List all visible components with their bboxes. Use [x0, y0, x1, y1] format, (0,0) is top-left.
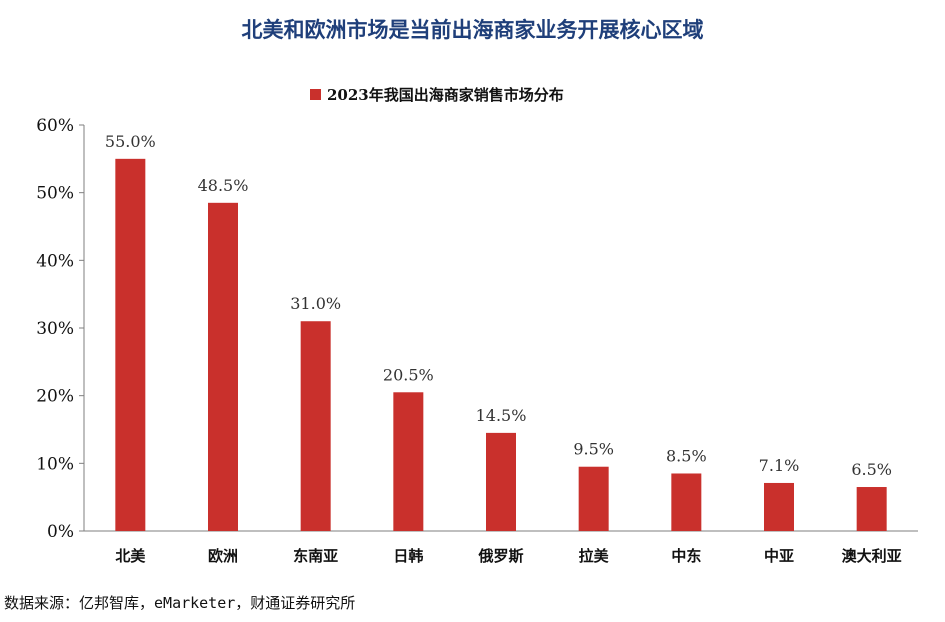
bar — [764, 482, 794, 531]
bar — [393, 392, 424, 531]
bar — [671, 473, 702, 531]
bar — [208, 202, 238, 532]
x-tick-label: 中东 — [671, 547, 701, 565]
data-label: 6.5% — [851, 460, 892, 479]
x-tick-label: 欧洲 — [208, 547, 238, 565]
x-tick-label: 俄罗斯 — [477, 547, 523, 565]
data-label: 14.5% — [476, 406, 527, 425]
x-tick-label: 东南亚 — [293, 547, 338, 565]
bar — [486, 432, 516, 531]
page-title: 北美和欧洲市场是当前出海商家业务开展核心区域 — [241, 18, 704, 42]
bar — [115, 158, 146, 532]
y-tick-label: 10% — [36, 454, 74, 474]
y-tick-label: 50% — [36, 184, 74, 204]
data-label: 31.0% — [290, 294, 341, 313]
bar — [856, 487, 887, 531]
data-label: 48.5% — [198, 176, 249, 195]
data-label: 55.0% — [105, 132, 156, 151]
y-tick-label: 20% — [36, 387, 74, 407]
y-tick-label: 30% — [36, 319, 74, 339]
data-label: 9.5% — [573, 440, 614, 459]
legend-label: 2023年我国出海商家销售市场分布 — [327, 86, 564, 104]
y-tick-label: 0% — [47, 522, 74, 542]
bar — [300, 321, 331, 531]
x-tick-label: 拉美 — [579, 547, 610, 565]
y-tick-label: 40% — [36, 251, 74, 271]
chart-legend: 2023年我国出海商家销售市场分布 — [310, 84, 564, 105]
data-label: 7.1% — [759, 456, 800, 475]
bar — [578, 466, 609, 531]
source-note: 数据来源：亿邦智库，eMarketer，财通证券研究所 — [4, 594, 356, 612]
x-tick-label: 北美 — [115, 547, 146, 565]
x-tick-label: 中亚 — [764, 547, 794, 565]
data-label: 8.5% — [666, 446, 707, 465]
x-tick-label: 澳大利亚 — [842, 547, 902, 565]
y-tick-label: 60% — [36, 116, 74, 136]
data-label: 20.5% — [383, 365, 434, 384]
x-tick-label: 日韩 — [393, 547, 423, 565]
legend-swatch — [310, 89, 321, 100]
